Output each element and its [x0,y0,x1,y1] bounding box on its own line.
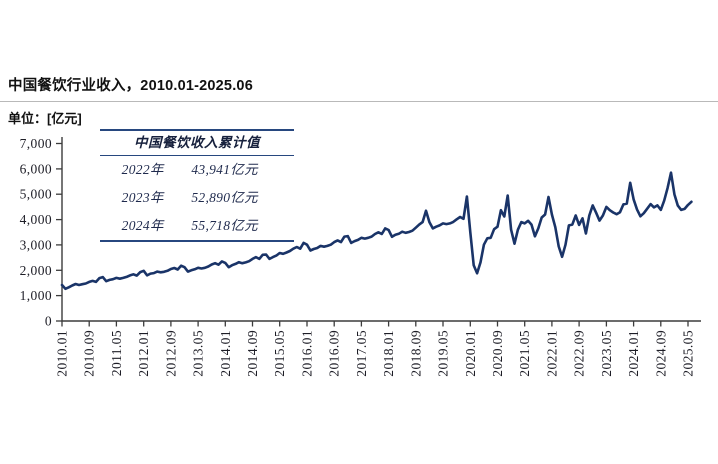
x-tick-label: 2012.01 [136,330,151,377]
x-tick-label: 2016.09 [327,330,342,377]
summary-table-title: 中国餐饮收入累计值 [100,131,294,156]
table-row: 2022年 43,941亿元 [100,156,294,184]
x-tick-label: 2022.01 [544,330,559,377]
revenue-line-series [60,171,693,291]
row-value: 52,890亿元 [191,190,258,205]
x-tick-label: 2017.05 [354,330,369,377]
table-row: 2023年 52,890亿元 [100,184,294,212]
table-row: 2024年 55,718亿元 [100,212,294,240]
x-tick-label: 2020.01 [463,330,478,377]
x-tick-label: 2011.05 [109,330,124,376]
title-divider [0,101,718,102]
y-tick-label: 7,000 [20,136,52,151]
x-tick-label: 2025.05 [681,330,696,377]
x-tick-label: 2022.09 [572,330,587,377]
x-tick-label: 2020.09 [490,330,505,377]
y-tick-label: 1,000 [20,288,52,303]
x-tick-label: 2018.09 [408,330,423,377]
row-value: 55,718亿元 [191,218,258,233]
x-tick-label: 2013.05 [191,330,206,377]
row-year: 2022年 [121,162,164,177]
x-tick-label: 2021.05 [517,330,532,377]
y-tick-label: 4,000 [20,212,52,227]
x-tick-label: 2012.09 [163,330,178,377]
row-value: 43,941亿元 [191,162,258,177]
y-axis-ticks: 0 1,000 2,000 3,000 4,000 5,000 6,000 7,000 [20,136,62,329]
x-axis-ticks: 2010.01 2010.09 2011.05 2012.01 2012.09 2013.… [55,321,696,377]
x-tick-label: 2014.09 [245,330,260,377]
x-tick-label: 2015.05 [272,330,287,377]
x-tick-label: 2014.01 [218,330,233,377]
y-tick-label: 3,000 [20,237,52,252]
x-tick-label: 2024.09 [653,330,668,377]
y-tick-label: 2,000 [20,263,52,278]
x-tick-label: 2010.01 [55,330,70,377]
x-tick-label: 2023.05 [599,330,614,377]
row-year: 2023年 [121,190,164,205]
x-tick-label: 2024.01 [626,330,641,377]
chart-title: 中国餐饮行业收入，2010.01-2025.06 [8,78,253,94]
y-tick-label: 6,000 [20,161,52,176]
x-tick-label: 2018.01 [381,330,396,377]
unit-label: 单位：[亿元] [8,111,82,126]
y-tick-label: 5,000 [20,187,52,202]
y-tick-label: 0 [45,314,52,329]
x-tick-label: 2016.01 [300,330,315,377]
summary-table: 中国餐饮收入累计值 2022年 43,941亿元 2023年 52,890亿元 … [100,129,294,242]
x-tick-label: 2019.05 [436,330,451,377]
row-year: 2024年 [121,218,164,233]
x-tick-label: 2010.09 [82,330,97,377]
